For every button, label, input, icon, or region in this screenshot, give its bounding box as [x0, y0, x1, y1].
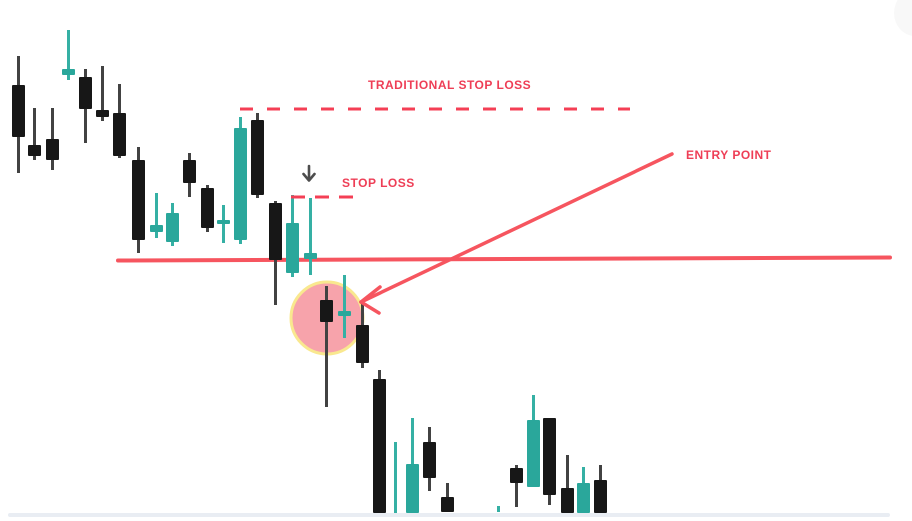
entry-point-label: ENTRY POINT: [686, 148, 772, 162]
candle-body: [560, 488, 574, 513]
candle-body: [285, 223, 299, 273]
candle-wick: [496, 506, 500, 512]
traditional-stop-loss-label: TRADITIONAL STOP LOSS: [368, 78, 532, 92]
candle-body: [165, 213, 179, 242]
candle-body: [268, 203, 282, 260]
candle-body: [61, 69, 75, 75]
candle-body: [216, 220, 230, 224]
candle-body: [526, 420, 540, 487]
candle-body: [233, 128, 247, 240]
candle-body: [45, 139, 59, 160]
candle-body: [250, 120, 264, 195]
candle-body: [131, 160, 145, 240]
footer-progress-bar: [8, 513, 890, 517]
candle-body: [337, 311, 351, 316]
candle-body: [182, 160, 196, 183]
candle-body: [509, 468, 523, 483]
candle-wick: [393, 442, 397, 513]
candle-wick: [221, 205, 225, 243]
candle-body: [372, 379, 386, 513]
candle-body: [11, 85, 25, 137]
candle-wick: [324, 286, 328, 407]
candle-body: [405, 464, 419, 513]
candle-body: [27, 145, 41, 156]
stop-loss-label: STOP LOSS: [342, 176, 415, 190]
candle-wick: [514, 465, 518, 507]
candle-wick: [154, 193, 158, 238]
candle-wick: [100, 66, 104, 121]
candle-wick: [66, 30, 70, 80]
candle-body: [200, 188, 214, 228]
candle-body: [440, 497, 454, 512]
candle-wick: [308, 198, 312, 275]
candle-body: [78, 77, 92, 109]
candle-wick: [32, 108, 36, 160]
candle-body: [355, 325, 369, 363]
candle-body: [95, 110, 109, 117]
candle-body: [149, 225, 163, 232]
candle-body: [112, 113, 126, 156]
candle-body: [422, 442, 436, 478]
candle-body: [303, 253, 317, 259]
candle-body: [542, 418, 556, 495]
corner-artifact: [894, 0, 912, 36]
candle-wick: [342, 275, 346, 338]
candle-wick: [565, 455, 569, 513]
candle-body: [319, 300, 333, 322]
candle-body: [593, 480, 607, 513]
candle-body: [576, 483, 590, 513]
